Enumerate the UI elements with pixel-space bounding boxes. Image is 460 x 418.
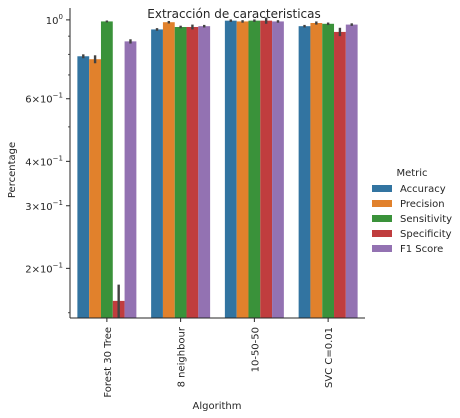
bar-specificity-2 bbox=[260, 20, 273, 318]
bar-precision-2 bbox=[236, 21, 249, 319]
x-tick-label-1: 8 neighbour bbox=[177, 326, 188, 387]
y-tick-label-0: 100 bbox=[46, 13, 63, 27]
legend-swatch-specificity bbox=[372, 230, 392, 237]
legend-label-accuracy: Accuracy bbox=[400, 184, 446, 195]
bar-precision-3 bbox=[310, 23, 323, 318]
bar-sensitivity-0 bbox=[100, 21, 113, 319]
chart-title: Extracción de caracteristicas bbox=[147, 7, 320, 21]
bar-sensitivity-3 bbox=[322, 23, 335, 318]
bar-f1-score-2 bbox=[272, 21, 284, 319]
bar-specificity-1 bbox=[186, 26, 199, 319]
legend-label-specificity: Specificity bbox=[400, 229, 452, 240]
bar-accuracy-0 bbox=[77, 56, 90, 319]
legend-swatch-accuracy bbox=[372, 185, 392, 192]
y-tick-label-3: 3×10−1 bbox=[25, 199, 63, 213]
bar-sensitivity-1 bbox=[174, 26, 187, 319]
y-tick-label-4: 2×10−1 bbox=[25, 261, 63, 275]
bar-precision-1 bbox=[162, 22, 175, 319]
bar-accuracy-2 bbox=[224, 20, 237, 318]
legend: Metric Accuracy Precision Sensitivity Specif… bbox=[372, 168, 452, 255]
y-tick-label-1: 6×10−1 bbox=[25, 92, 63, 106]
legend-swatch-f1-score bbox=[372, 245, 392, 252]
legend-label-sensitivity: Sensitivity bbox=[400, 214, 452, 225]
x-tick-label-2: 10-50-50 bbox=[250, 327, 261, 372]
legend-title: Metric bbox=[396, 168, 427, 179]
bar-f1-score-1 bbox=[198, 26, 211, 319]
bar-f1-score-0 bbox=[124, 41, 137, 318]
bar-accuracy-3 bbox=[298, 26, 311, 319]
legend-swatch-precision bbox=[372, 200, 392, 207]
legend-label-f1-score: F1 Score bbox=[400, 244, 443, 255]
y-axis-title: Percentage bbox=[7, 142, 18, 198]
x-tick-label-3: SVC C=0.01 bbox=[324, 327, 335, 388]
bar-f1-score-3 bbox=[345, 24, 358, 319]
x-tick-label-0: Forest 30 Tree bbox=[103, 327, 114, 398]
x-axis-title: Algorithm bbox=[193, 401, 242, 412]
legend-swatch-sensitivity bbox=[372, 215, 392, 222]
legend-label-precision: Precision bbox=[400, 199, 445, 210]
axes: 100 6×10−1 4×10−1 3×10−1 2×10−1 Forest 30 Tre… bbox=[25, 8, 365, 398]
y-tick-label-2: 4×10−1 bbox=[25, 154, 63, 168]
plot-area bbox=[77, 17, 358, 319]
bar-accuracy-1 bbox=[151, 29, 163, 319]
bar-specificity-3 bbox=[334, 31, 346, 318]
bar-precision-0 bbox=[89, 59, 101, 318]
bar-sensitivity-2 bbox=[248, 20, 261, 318]
